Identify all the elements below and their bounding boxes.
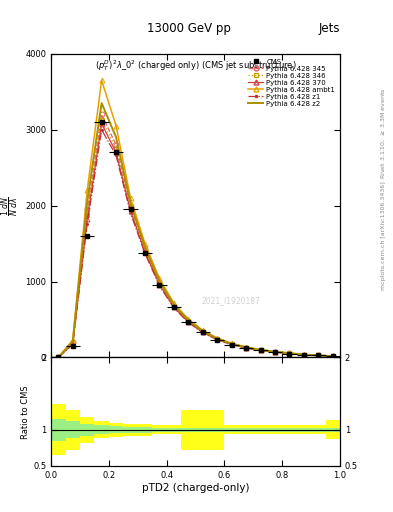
Text: Rivet 3.1.10, $\geq$ 3.3M events: Rivet 3.1.10, $\geq$ 3.3M events — [379, 88, 387, 179]
Legend: CMS, Pythia 6.428 345, Pythia 6.428 346, Pythia 6.428 370, Pythia 6.428 ambt1, P: CMS, Pythia 6.428 345, Pythia 6.428 346,… — [247, 57, 336, 108]
Text: 2021_I1920187: 2021_I1920187 — [201, 296, 260, 305]
Y-axis label: Ratio to CMS: Ratio to CMS — [21, 385, 30, 438]
X-axis label: pTD2 (charged-only): pTD2 (charged-only) — [142, 482, 249, 493]
Text: $(p_T^D)^2\lambda\_0^2$ (charged only) (CMS jet substructure): $(p_T^D)^2\lambda\_0^2$ (charged only) (… — [95, 58, 296, 73]
Text: Jets: Jets — [318, 22, 340, 35]
Text: mcplots.cern.ch [arXiv:1306.3436]: mcplots.cern.ch [arXiv:1306.3436] — [381, 181, 386, 290]
Text: 13000 GeV pp: 13000 GeV pp — [147, 22, 231, 35]
Y-axis label: $\frac{1}{N}\frac{dN}{d\lambda}$: $\frac{1}{N}\frac{dN}{d\lambda}$ — [0, 196, 21, 216]
